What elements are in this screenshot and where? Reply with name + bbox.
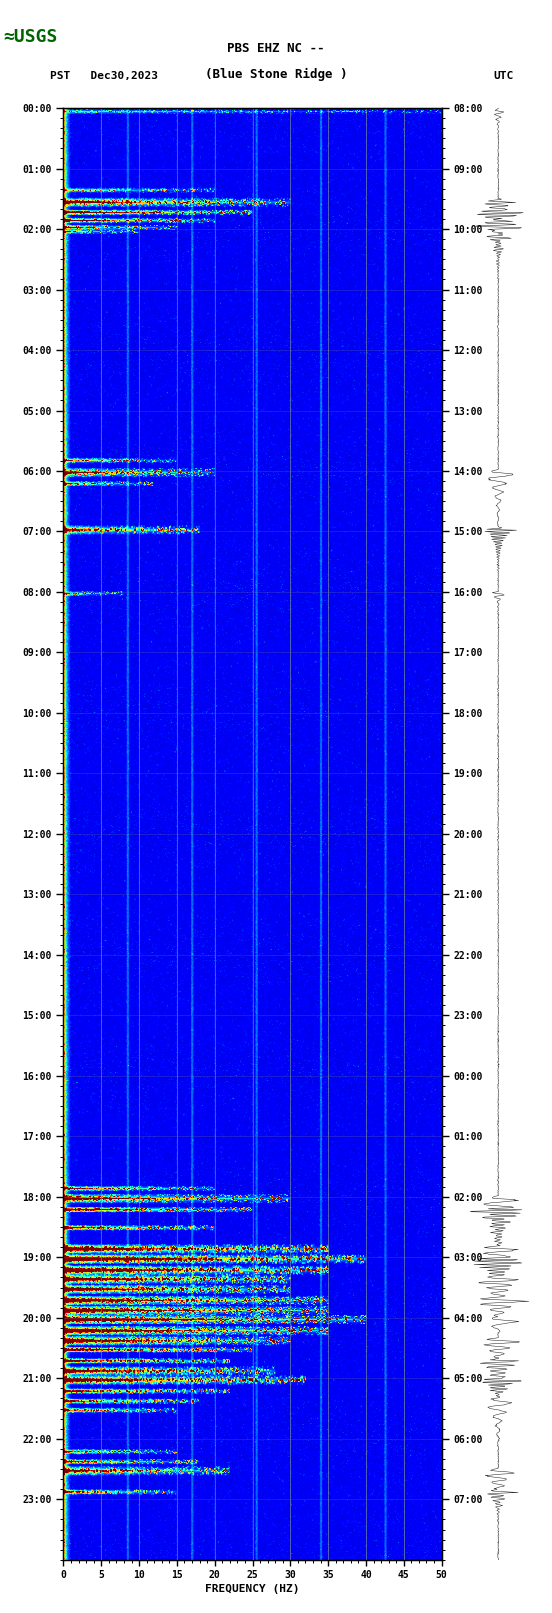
Text: ≈USGS: ≈USGS	[3, 27, 57, 47]
Text: (Blue Stone Ridge ): (Blue Stone Ridge )	[205, 68, 347, 81]
Text: PBS EHZ NC --: PBS EHZ NC --	[227, 42, 325, 55]
X-axis label: FREQUENCY (HZ): FREQUENCY (HZ)	[205, 1584, 300, 1594]
Text: UTC: UTC	[493, 71, 513, 81]
Text: PST   Dec30,2023: PST Dec30,2023	[50, 71, 158, 81]
